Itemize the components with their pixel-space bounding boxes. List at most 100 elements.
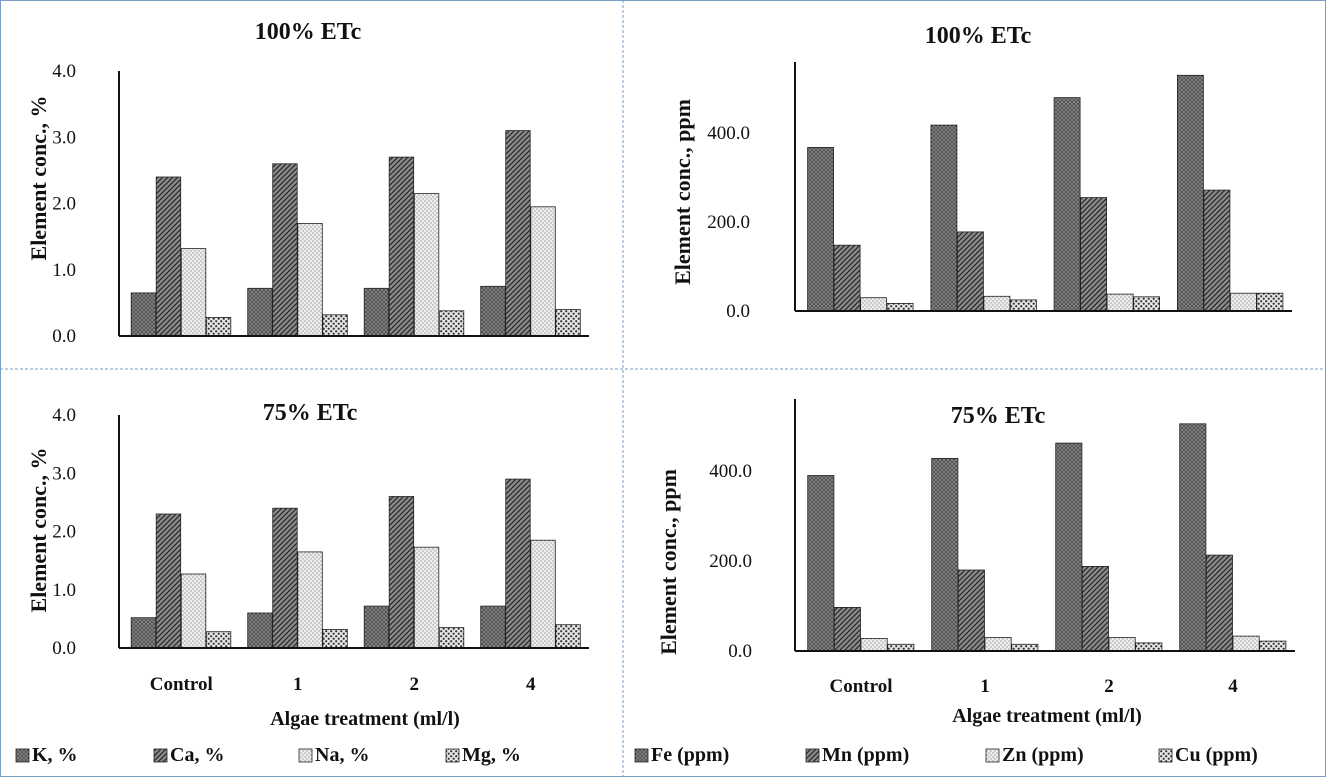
bar-mg-2 — [438, 310, 465, 337]
bar-zn-ppm-0 — [860, 297, 887, 312]
bar-na-3 — [530, 206, 556, 337]
bar-ca-1 — [272, 163, 298, 337]
y-tick-label: 2.0 — [52, 522, 76, 543]
chart-panel-4: 75% ETc Element conc., ppm Algae treatme… — [656, 399, 1295, 727]
bar-fe-ppm-0 — [807, 146, 834, 312]
bar-mg-0 — [205, 631, 232, 649]
legend-item: Mn (ppm) — [805, 744, 909, 766]
chart-panel-3: 75% ETc Element conc., % Algae treatment… — [26, 400, 589, 730]
bar-fe-ppm-0 — [807, 475, 835, 652]
bar-fe-ppm-2 — [1055, 442, 1083, 652]
legend-label: Zn (ppm) — [1002, 744, 1084, 766]
y-tick-label: 1.0 — [52, 580, 76, 601]
x-tick-label: 2 — [410, 674, 420, 695]
bar-mg-3 — [555, 624, 581, 649]
y-axis-label: Element conc., ppm — [656, 469, 681, 655]
x-axis-label: Algae treatment (ml/l) — [270, 708, 460, 730]
bar-na-0 — [180, 573, 207, 649]
bar-mn-ppm-3 — [1205, 554, 1233, 652]
legend-label: Mn (ppm) — [822, 744, 909, 766]
bar-zn-ppm-1 — [983, 295, 1011, 312]
bar-ca-1 — [272, 507, 298, 649]
bar-na-0 — [180, 248, 207, 337]
y-tick-label: 0.0 — [52, 326, 76, 347]
x-tick-label: Control — [830, 676, 893, 697]
bar-mg-2 — [438, 627, 465, 649]
y-axis-label: Element conc., ppm — [670, 99, 695, 285]
bar-ca-3 — [505, 130, 531, 337]
chart-title: 75% ETc — [951, 403, 1046, 429]
bar-k-2 — [363, 287, 390, 337]
y-tick-label: 200.0 — [709, 551, 752, 572]
bar-fe-ppm-1 — [930, 124, 958, 312]
legend-item: Zn (ppm) — [985, 744, 1084, 766]
bar-mn-ppm-1 — [957, 569, 985, 652]
plot-area: 0.0 200.0 400.0 Control 1 2 4 — [709, 399, 1295, 697]
bar-zn-ppm-2 — [1106, 293, 1134, 312]
bar-mn-ppm-0 — [833, 244, 861, 312]
bar-cu-ppm-1 — [1010, 299, 1037, 312]
bar-mg-0 — [205, 316, 232, 337]
bar-fe-ppm-3 — [1177, 74, 1204, 312]
bar-na-3 — [530, 539, 556, 649]
y-axis-label: Element conc., % — [26, 96, 51, 261]
bar-k-1 — [247, 612, 273, 649]
bar-ca-3 — [505, 478, 531, 649]
y-tick-label: 4.0 — [52, 61, 76, 82]
bar-ca-0 — [155, 513, 182, 649]
plot-area: 0.0 1.0 2.0 3.0 4.0 — [52, 61, 589, 347]
y-tick-label: 0.0 — [728, 641, 752, 662]
bar-zn-ppm-3 — [1232, 635, 1260, 652]
bar-zn-ppm-0 — [860, 638, 888, 652]
y-tick-label: 400.0 — [709, 461, 752, 482]
legend-label: Fe (ppm) — [651, 744, 729, 766]
y-axis-label: Element conc., % — [26, 448, 51, 613]
bar-fe-ppm-2 — [1053, 97, 1081, 312]
bar-zn-ppm-3 — [1230, 292, 1257, 312]
y-tick-label: 200.0 — [707, 212, 750, 233]
x-tick-label: 2 — [1104, 676, 1114, 697]
bar-na-1 — [297, 222, 323, 337]
x-tick-label: Control — [150, 674, 213, 695]
y-tick-label: 0.0 — [726, 301, 750, 322]
bar-mn-ppm-2 — [1081, 566, 1109, 652]
legend-right: Fe (ppm) Mn (ppm) Zn (ppm) Cu (ppm) — [634, 744, 1258, 766]
legend-label: Na, % — [315, 744, 369, 766]
y-tick-label: 1.0 — [52, 260, 76, 281]
y-tick-label: 0.0 — [52, 638, 76, 659]
bar-mn-ppm-1 — [957, 231, 984, 312]
bar-mg-1 — [322, 629, 348, 649]
bar-cu-ppm-3 — [1259, 640, 1287, 652]
bar-zn-ppm-2 — [1108, 637, 1136, 652]
bar-k-3 — [480, 285, 506, 337]
x-tick-label: 4 — [1228, 676, 1238, 697]
bar-mg-3 — [555, 309, 581, 337]
legend-item: Mg, % — [445, 744, 521, 766]
bar-cu-ppm-2 — [1133, 296, 1160, 312]
x-tick-label: 1 — [293, 674, 303, 695]
bar-ca-2 — [388, 496, 415, 649]
bar-mn-ppm-0 — [833, 607, 861, 652]
legend-item: Na, % — [298, 744, 369, 766]
bar-mn-ppm-2 — [1080, 197, 1107, 312]
bar-fe-ppm-1 — [931, 457, 959, 652]
bar-ca-2 — [388, 156, 415, 337]
bar-k-0 — [130, 292, 157, 337]
y-tick-label: 3.0 — [52, 127, 76, 148]
bar-mg-1 — [322, 314, 348, 337]
bar-mn-ppm-3 — [1203, 189, 1231, 312]
bar-zn-ppm-1 — [984, 637, 1012, 652]
bar-ca-0 — [155, 176, 182, 337]
plot-area: 0.0 200.0 400.0 — [707, 62, 1292, 322]
chart-title: 100% ETc — [925, 23, 1032, 49]
legend-item: Cu (ppm) — [1158, 744, 1258, 766]
legend-label: Ca, % — [170, 744, 224, 766]
bar-cu-ppm-0 — [886, 302, 914, 312]
bar-k-3 — [480, 605, 506, 649]
bar-na-1 — [297, 551, 323, 649]
bar-cu-ppm-3 — [1256, 292, 1284, 312]
bar-k-1 — [247, 287, 273, 337]
legend-label: Cu (ppm) — [1175, 744, 1258, 766]
